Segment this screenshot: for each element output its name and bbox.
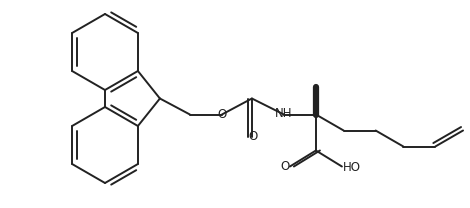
Text: NH: NH xyxy=(275,107,293,120)
Text: O: O xyxy=(217,108,227,121)
Text: HO: HO xyxy=(343,161,361,174)
Text: O: O xyxy=(248,130,258,143)
Text: O: O xyxy=(280,160,290,173)
